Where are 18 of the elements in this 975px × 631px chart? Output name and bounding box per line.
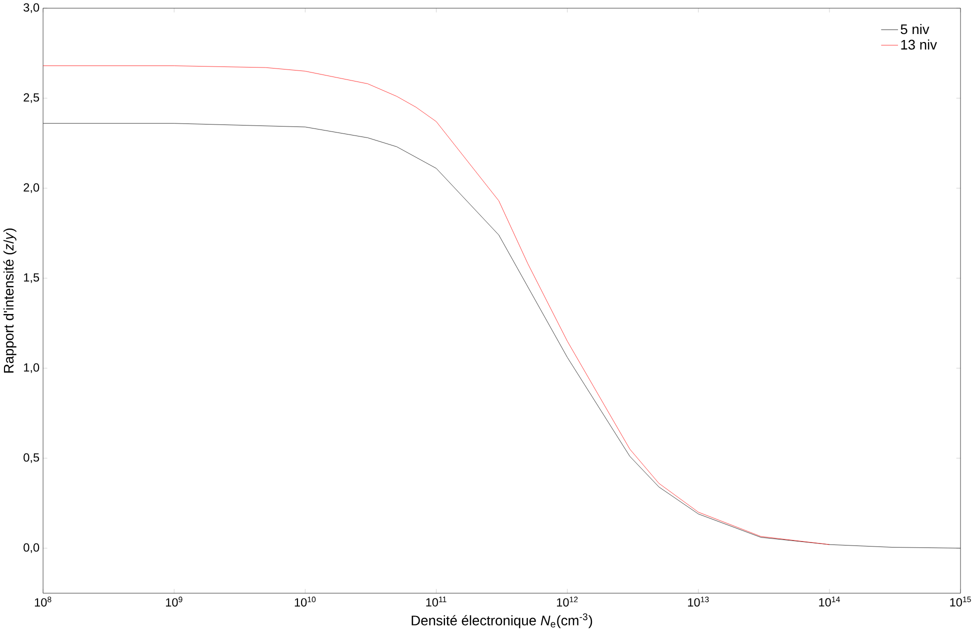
x-tick-label: 10$^{9}$ — [166, 596, 182, 606]
x-axis-title: Densité électronique N$_{e}$(cm$^{-3}$) — [412, 613, 592, 628]
x-tick-label: 10$^{14}$ — [819, 596, 840, 606]
y-tick-label: 1,0 — [24, 363, 40, 373]
x-tick-label: 10$^{8}$ — [34, 596, 52, 606]
y-tick-label: 3,0 — [24, 3, 40, 13]
y-tick-label: 2,5 — [24, 93, 40, 103]
legend-label: 5 niv — [900, 24, 930, 34]
x-tick-label: 10$^{12}$ — [556, 596, 578, 606]
y-tick-label: 2,0 — [24, 183, 40, 193]
legend-label: 13 niv — [901, 39, 937, 50]
x-tick-label: 10$^{15}$ — [950, 596, 971, 606]
y-tick-label: 0,0 — [24, 543, 40, 553]
x-tick-label: 10$^{13}$ — [688, 596, 709, 606]
x-tick-label: 10$^{10}$ — [294, 596, 316, 606]
y-tick-label: 0,5 — [24, 453, 40, 463]
y-tick-label: 1,5 — [24, 273, 40, 283]
x-tick-label: 10$^{11}$ — [426, 596, 446, 606]
